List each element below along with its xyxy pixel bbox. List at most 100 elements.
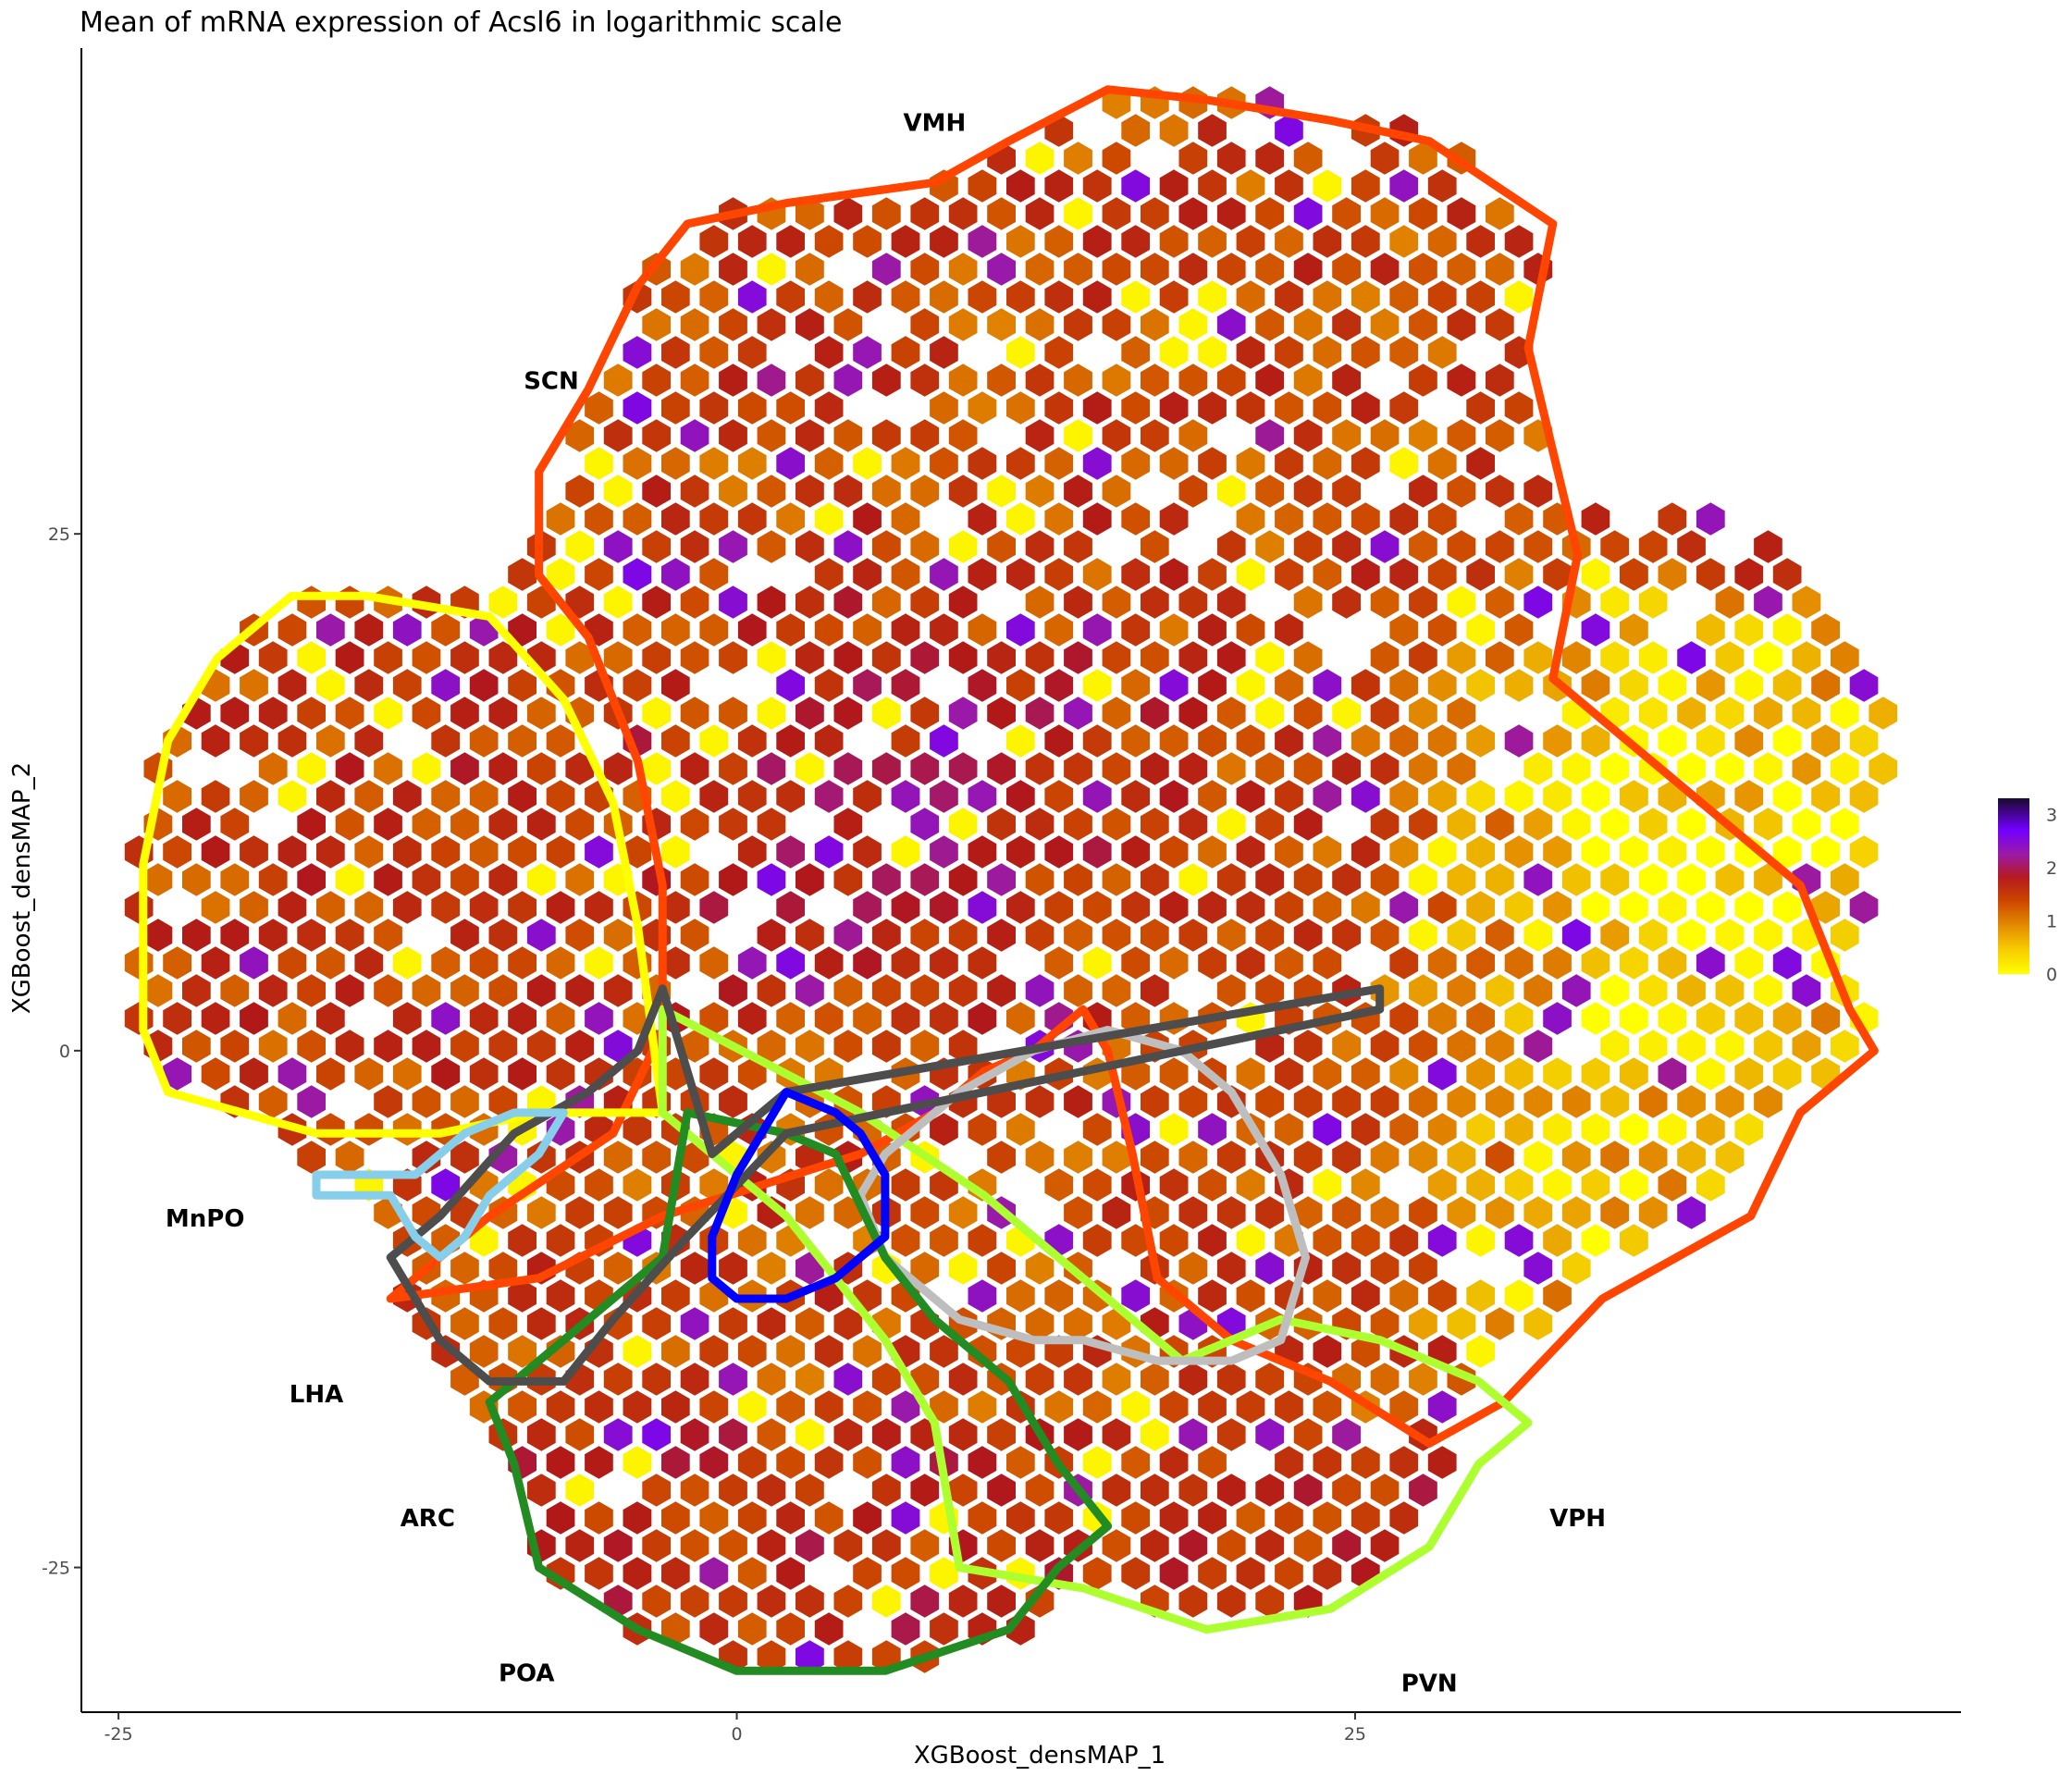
hex-bin xyxy=(930,1557,958,1590)
hex-bin xyxy=(814,835,844,869)
hex-bin xyxy=(220,974,250,1007)
hex-bin xyxy=(565,1418,595,1451)
region-label-lha: LHA xyxy=(290,1381,343,1409)
hex-bin xyxy=(1543,1224,1572,1257)
hex-bin xyxy=(1141,1418,1169,1451)
hex-bin xyxy=(565,1474,595,1507)
hex-bin xyxy=(910,1474,940,1507)
hex-bin xyxy=(278,835,307,869)
hex-bin xyxy=(737,336,767,369)
hex-bin xyxy=(469,1224,499,1257)
hex-bin xyxy=(1409,919,1437,952)
hex-bin xyxy=(1581,669,1610,702)
hex-bin xyxy=(1389,613,1419,647)
hex-bin xyxy=(585,1557,613,1590)
hex-bin xyxy=(1178,1085,1208,1118)
hex-bin xyxy=(1064,308,1092,341)
hex-bin xyxy=(948,1474,978,1507)
hex-bin xyxy=(1447,197,1476,230)
hex-bin xyxy=(1198,114,1227,147)
hex-bin xyxy=(948,253,978,286)
hex-bin xyxy=(1025,586,1054,619)
hex-bin xyxy=(987,364,1016,397)
hex-bin xyxy=(1313,669,1342,702)
hex-bin xyxy=(1236,1390,1265,1424)
hex-bin xyxy=(1447,530,1476,563)
hex-bin xyxy=(546,780,575,813)
hex-bin xyxy=(1561,1141,1591,1174)
hex-bin xyxy=(1159,1113,1189,1146)
hex-bin xyxy=(1831,697,1859,730)
hex-bin xyxy=(1178,1252,1208,1285)
hex-bin xyxy=(1313,1390,1342,1424)
hex-bin xyxy=(891,1612,920,1646)
hex-bin xyxy=(526,697,556,730)
hex-bin xyxy=(1293,419,1323,452)
hex-bin xyxy=(508,558,536,591)
hex-bin xyxy=(987,1418,1016,1451)
hex-bin xyxy=(488,586,518,619)
hex-bin xyxy=(565,1196,595,1229)
hex-bin xyxy=(1772,946,1802,980)
hex-bin xyxy=(1677,1196,1706,1229)
hex-bin xyxy=(853,1446,882,1479)
hex-bin xyxy=(757,530,786,563)
hex-bin xyxy=(1141,308,1169,341)
hex-bin xyxy=(833,641,863,674)
hex-bin xyxy=(1141,697,1169,730)
hex-bin xyxy=(1275,891,1303,924)
hex-bin xyxy=(508,835,536,869)
hex-bin xyxy=(948,1252,978,1285)
hex-bin xyxy=(1658,669,1687,702)
hex-bin xyxy=(1389,891,1419,924)
hex-bin xyxy=(661,1335,690,1368)
hex-bin xyxy=(1159,391,1189,425)
hex-bin xyxy=(987,863,1016,896)
hex-bin xyxy=(948,919,978,952)
hex-bin xyxy=(1370,808,1400,841)
hex-bin xyxy=(1102,919,1131,952)
region-label-vmh: VMH xyxy=(904,109,967,137)
hex-bin xyxy=(143,974,173,1007)
hex-bin xyxy=(124,946,154,980)
hex-bin xyxy=(1543,1002,1572,1035)
hex-bin xyxy=(565,919,595,952)
hex-bin xyxy=(1216,974,1246,1007)
hex-bin xyxy=(1064,530,1092,563)
hex-bin xyxy=(1044,669,1074,702)
hex-bin xyxy=(450,1141,479,1174)
hex-bin xyxy=(1332,752,1361,785)
hex-bin xyxy=(508,613,536,647)
hex-bin xyxy=(316,724,345,758)
hex-bin xyxy=(871,1363,901,1396)
hex-bin xyxy=(1350,1113,1380,1146)
hex-bin xyxy=(1064,697,1092,730)
hex-bin xyxy=(1141,253,1169,286)
hex-bin xyxy=(585,1002,613,1035)
hex-bin xyxy=(814,613,844,647)
hex-bin xyxy=(1350,558,1380,591)
hex-bin xyxy=(1696,891,1725,924)
hex-bin xyxy=(1293,1529,1323,1562)
hex-bin xyxy=(585,391,613,425)
hex-bin xyxy=(1350,891,1380,924)
hex-bin xyxy=(1216,1418,1246,1451)
hex-bin xyxy=(508,1224,536,1257)
hex-bin xyxy=(891,280,920,314)
hex-bin xyxy=(258,697,288,730)
hex-bin xyxy=(1159,724,1189,758)
hex-bin xyxy=(1466,280,1495,314)
hex-bin xyxy=(930,1224,958,1257)
hex-bin xyxy=(526,1307,556,1340)
hex-bin xyxy=(450,1085,479,1118)
hex-bin xyxy=(1216,1363,1246,1396)
hex-bin xyxy=(1236,169,1265,203)
hex-bin xyxy=(1389,724,1419,758)
hex-bin xyxy=(1677,1030,1706,1063)
hex-bin xyxy=(1025,974,1054,1007)
legend-tick-label: 1 xyxy=(2046,911,2057,931)
hex-bin xyxy=(220,808,250,841)
hex-bin xyxy=(796,364,824,397)
hex-bin xyxy=(948,419,978,452)
hex-bin xyxy=(1543,946,1572,980)
